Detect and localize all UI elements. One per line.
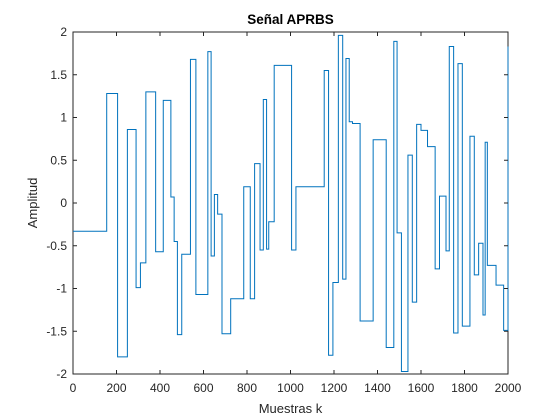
y-axis-ticks: -2 -1.5 -1 -0.5 0 0.5 1 1.5 2 — [46, 25, 508, 381]
y-tick-label: -1.5 — [46, 324, 67, 338]
x-tick-label: 1000 — [277, 381, 304, 395]
x-tick-label: 200 — [106, 381, 126, 395]
x-tick-label: 400 — [150, 381, 170, 395]
x-tick-label: 1800 — [451, 381, 478, 395]
series-group — [73, 34, 509, 372]
x-tick-label: 0 — [70, 381, 77, 395]
x-axis-ticks: 0 200 400 600 800 1000 1200 1400 1600 1800 2000 — [70, 32, 522, 395]
x-tick-label: 600 — [193, 381, 213, 395]
x-axis-label: Muestras k — [259, 401, 323, 416]
y-tick-label: -2 — [56, 367, 67, 381]
y-tick-label: 0.5 — [50, 153, 67, 167]
axes-box — [72, 31, 509, 375]
y-tick-label: 0 — [60, 196, 67, 210]
x-tick-label: 2000 — [495, 381, 522, 395]
x-tick-label: 1600 — [408, 381, 435, 395]
y-tick-label: -1 — [56, 282, 67, 296]
y-tick-label: 1.5 — [50, 68, 67, 82]
series-line-0 — [73, 34, 509, 372]
plot-area: 0 200 400 600 800 1000 1200 1400 1600 1800 2000 -2… — [46, 25, 521, 395]
y-axis-label: Amplitud — [25, 178, 40, 229]
x-tick-label: 1400 — [364, 381, 391, 395]
y-tick-label: 2 — [60, 25, 67, 39]
x-tick-label: 1200 — [321, 381, 348, 395]
chart-title: Señal APRBS — [247, 12, 334, 27]
x-tick-label: 800 — [237, 381, 257, 395]
y-tick-label: -0.5 — [46, 239, 67, 253]
y-tick-label: 1 — [60, 111, 67, 125]
